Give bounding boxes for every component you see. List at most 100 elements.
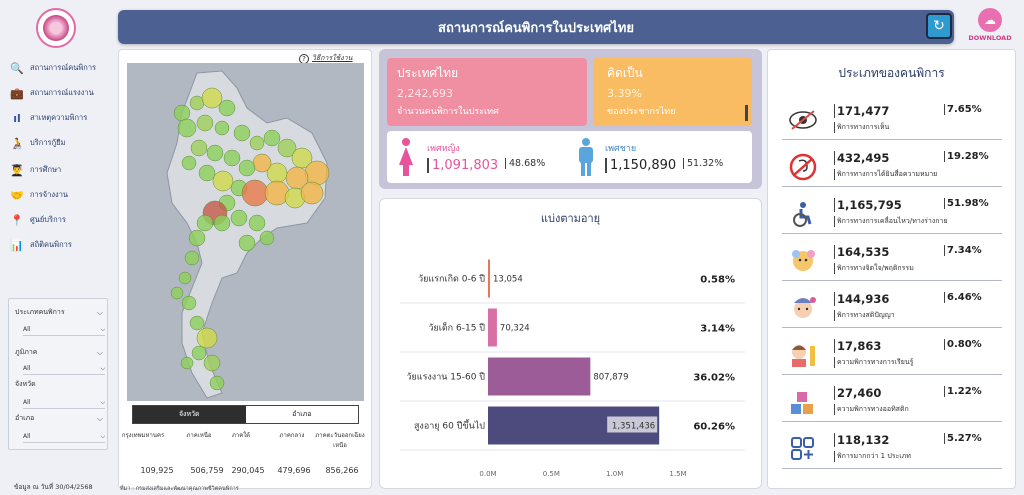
filter-disability-type[interactable]: ประเภทคนพิการ ⌵ xyxy=(15,307,103,318)
age-bar[interactable] xyxy=(488,357,591,396)
sidebar-item-label: ศูนย์บริการ xyxy=(30,215,66,224)
map-svg xyxy=(166,70,330,399)
province-marker[interactable] xyxy=(190,139,208,157)
province-marker[interactable] xyxy=(206,144,224,162)
page-title: สถานการณ์คนพิการในประเทศไทย xyxy=(438,20,634,36)
scrollbar[interactable] xyxy=(745,105,748,121)
male-percent: 51.32% xyxy=(683,158,723,169)
filter-province-value[interactable]: All ⌵ xyxy=(23,399,105,409)
province-marker[interactable] xyxy=(196,214,214,232)
province-marker[interactable] xyxy=(252,153,272,173)
tab-district[interactable]: อำเภอ xyxy=(292,410,312,418)
province-marker[interactable] xyxy=(238,234,256,252)
visual-impairment-icon xyxy=(786,103,820,137)
province-marker[interactable] xyxy=(233,124,251,142)
refresh-button[interactable]: ↻ xyxy=(926,13,952,39)
disability-type-row[interactable]: 144,936 6.46% พิการทางสติปัญญา xyxy=(782,288,1002,328)
province-marker[interactable] xyxy=(212,170,234,192)
province-marker[interactable] xyxy=(188,229,206,247)
province-marker[interactable] xyxy=(198,164,216,182)
province-marker[interactable] xyxy=(180,356,194,370)
province-marker[interactable] xyxy=(223,149,241,167)
sidebar-item-education[interactable]: 👨‍🎓 การศึกษา xyxy=(10,160,114,180)
male-label: เพศชาย xyxy=(605,144,637,154)
x-tick-label: 0.0M xyxy=(479,470,496,478)
province-marker[interactable] xyxy=(191,345,207,361)
filter-province[interactable]: จังหวัด xyxy=(15,379,103,390)
filter-region[interactable]: ภูมิภาค ⌵ xyxy=(15,347,103,358)
age-bar[interactable] xyxy=(488,259,490,298)
female-value: 1,091,803 xyxy=(427,158,498,173)
region-label-south: ภาคใต้ xyxy=(231,432,251,439)
province-marker[interactable] xyxy=(300,181,324,205)
percent-subtitle: ของประชากรไทย xyxy=(607,107,676,117)
data-source: ที่มา : กรมส่งเสริมและพัฒนาคุณภาพชีวิตคน… xyxy=(120,486,239,492)
category-label: สูงอายุ 60 ปีขึ้นไป xyxy=(414,419,485,432)
filter-district[interactable]: อำเภอ ⌵ xyxy=(15,413,103,424)
sidebar-item-employment[interactable]: 🤝 การจ้างงาน xyxy=(10,185,114,205)
sidebar-item-loan[interactable]: 🧑‍🦽 บริการกู้ยืม xyxy=(10,133,114,153)
filter-disability-type-value[interactable]: All ⌵ xyxy=(23,326,105,336)
disability-type-row[interactable]: 27,460 1.22% ความพิการทางออทิสติก xyxy=(782,382,1002,422)
category-label: วัยเด็ก 6-15 ปี xyxy=(428,321,485,334)
female-label: เพศหญิง xyxy=(427,144,460,154)
province-marker[interactable] xyxy=(214,120,230,136)
page-header: สถานการณ์คนพิการในประเทศไทย xyxy=(118,10,954,44)
percent-label: 0.58% xyxy=(700,275,735,286)
sidebar-item-disability-situation[interactable]: 🔍 สถานการณ์คนพิการ xyxy=(10,58,114,78)
chevron-down-icon: ⌵ xyxy=(100,326,105,333)
province-marker[interactable] xyxy=(177,118,197,138)
type-label: พิการทางสติปัญญา xyxy=(834,310,895,321)
cloud-download-icon: ☁ xyxy=(978,8,1002,32)
province-marker[interactable] xyxy=(170,286,184,300)
region-label-northeast: ภาคตะวันออกเฉียงเหนือ xyxy=(315,432,365,449)
thailand-map[interactable] xyxy=(127,63,364,401)
province-marker[interactable] xyxy=(196,114,214,132)
province-marker[interactable] xyxy=(173,104,191,122)
province-marker[interactable] xyxy=(249,135,265,151)
province-marker[interactable] xyxy=(181,295,197,311)
disability-type-row[interactable]: 432,495 19.28% พิการทางการได้ยินสื่อความหม… xyxy=(782,147,1002,187)
sidebar-item-labor-situation[interactable]: 💼 สถานการณ์แรงงาน xyxy=(10,83,114,103)
province-marker[interactable] xyxy=(213,214,231,232)
map-panel: ? วิธีการใช้งาน จังหวัด อำเภอ กรุงเทพมหา… xyxy=(118,49,372,489)
province-marker[interactable] xyxy=(241,179,269,207)
province-marker[interactable] xyxy=(178,271,192,285)
province-marker[interactable] xyxy=(304,160,330,186)
province-marker[interactable] xyxy=(203,354,221,372)
filter-label: ภูมิภาค xyxy=(15,348,38,356)
province-marker[interactable] xyxy=(277,138,297,158)
tab-province[interactable]: จังหวัด xyxy=(133,406,246,423)
province-marker[interactable] xyxy=(218,99,236,117)
sidebar-item-statistics[interactable]: 📊 สถิติคนพิการ xyxy=(10,235,114,255)
sidebar-item-service-center[interactable]: 📍 ศูนย์บริการ xyxy=(10,210,114,230)
disability-type-row[interactable]: 164,535 7.34% พิการทางจิตใจ/พฤติกรรม xyxy=(782,241,1002,281)
province-marker[interactable] xyxy=(184,250,200,266)
disability-type-row[interactable]: 1,165,795 51.98% พิการทางการเคลื่อนไหว/ทาง… xyxy=(782,194,1002,234)
province-marker[interactable] xyxy=(238,159,256,177)
download-button[interactable]: ☁ DOWNLOAD xyxy=(966,8,1014,48)
region-value-northeast: 856,266 xyxy=(325,466,359,475)
province-marker[interactable] xyxy=(230,209,248,227)
province-marker[interactable] xyxy=(189,315,205,331)
province-marker[interactable] xyxy=(248,214,266,232)
search-chart-icon: 🔍 xyxy=(10,61,24,75)
province-marker[interactable] xyxy=(201,87,223,109)
disability-type-row[interactable]: 17,863 0.80% ความพิการทางการเรียนรู้ xyxy=(782,335,1002,375)
male-icon xyxy=(579,138,593,176)
province-marker[interactable] xyxy=(209,375,225,391)
disability-type-row[interactable]: 118,132 5.27% พิการมากกว่า 1 ประเภท xyxy=(782,429,1002,469)
disability-type-row[interactable]: 171,477 7.65% พิการทางการเห็น xyxy=(782,100,1002,140)
province-marker[interactable] xyxy=(259,230,275,246)
type-label: พิการทางการได้ยินสื่อความหมาย xyxy=(834,169,937,180)
province-marker[interactable] xyxy=(263,129,281,147)
filter-district-value[interactable]: All ⌵ xyxy=(23,433,105,443)
age-bar[interactable] xyxy=(488,308,497,347)
population-percent-card: คิดเป็น 3.39% ของประชากรไทย xyxy=(593,58,752,126)
province-marker[interactable] xyxy=(181,155,197,171)
sidebar-item-label: การจ้างงาน xyxy=(30,190,69,199)
sidebar-item-disability-cause[interactable]: ıl สาเหตุความพิการ xyxy=(10,108,114,128)
province-marker[interactable] xyxy=(196,327,218,349)
filter-region-value[interactable]: All ⌵ xyxy=(23,365,105,375)
hearing-impairment-icon xyxy=(786,150,820,184)
